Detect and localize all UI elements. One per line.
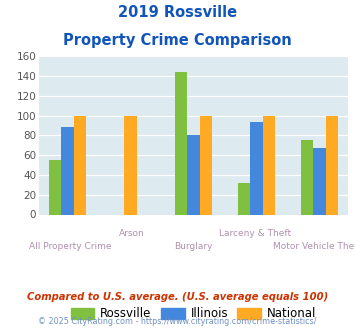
- Text: Burglary: Burglary: [174, 242, 213, 250]
- Text: © 2025 CityRating.com - https://www.cityrating.com/crime-statistics/: © 2025 CityRating.com - https://www.city…: [38, 317, 317, 326]
- Bar: [313, 148, 326, 214]
- Text: Arson: Arson: [119, 229, 144, 238]
- Bar: [124, 115, 137, 214]
- Legend: Rossville, Illinois, National: Rossville, Illinois, National: [66, 303, 321, 325]
- Text: Compared to U.S. average. (U.S. average equals 100): Compared to U.S. average. (U.S. average …: [27, 292, 328, 302]
- Bar: [237, 183, 250, 214]
- Bar: [175, 72, 187, 215]
- Text: All Property Crime: All Property Crime: [29, 242, 111, 250]
- Text: 2019 Rossville: 2019 Rossville: [118, 5, 237, 20]
- Bar: [301, 140, 313, 214]
- Text: Property Crime Comparison: Property Crime Comparison: [63, 33, 292, 48]
- Bar: [326, 115, 338, 214]
- Bar: [49, 160, 61, 214]
- Bar: [74, 115, 86, 214]
- Bar: [61, 127, 74, 214]
- Bar: [250, 122, 263, 214]
- Text: Larceny & Theft: Larceny & Theft: [219, 229, 291, 238]
- Bar: [200, 115, 212, 214]
- Text: Motor Vehicle Theft: Motor Vehicle Theft: [273, 242, 355, 250]
- Bar: [263, 115, 275, 214]
- Bar: [187, 135, 200, 214]
